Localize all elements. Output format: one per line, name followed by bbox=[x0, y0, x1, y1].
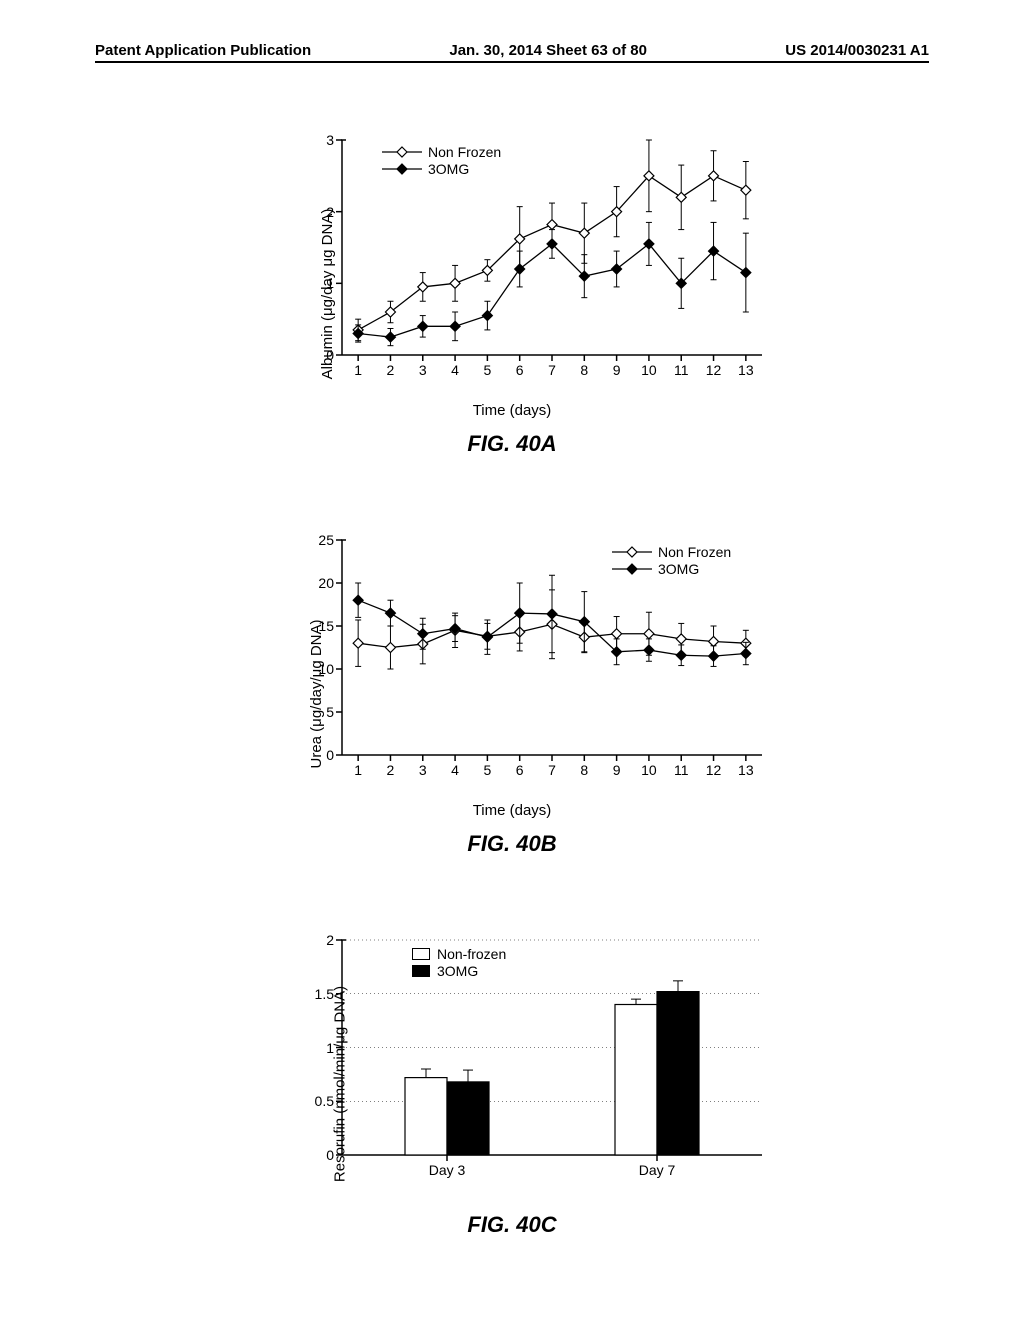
y-tick-label: 10 bbox=[306, 661, 334, 677]
y-tick-label: 0 bbox=[306, 747, 334, 763]
legend-label: Non-frozen bbox=[437, 946, 506, 962]
x-tick-label: 2 bbox=[387, 362, 395, 378]
fig-c-chart: Non-frozen3OMG 0 0.5 1 1.5 2 Day 3 Day 7 bbox=[302, 930, 782, 1200]
figure-40a: Albumin (μg/day μg DNA) Non Frozen3OMG 0… bbox=[232, 130, 792, 457]
page-header: Patent Application Publication Jan. 30, … bbox=[95, 42, 929, 63]
x-tick-label: 10 bbox=[641, 762, 657, 778]
legend-label: Non Frozen bbox=[428, 144, 501, 160]
x-tick-label: 5 bbox=[483, 362, 491, 378]
fig-c-caption: FIG. 40C bbox=[232, 1212, 792, 1238]
x-tick-label: Day 7 bbox=[639, 1162, 676, 1178]
legend-item: 3OMG bbox=[412, 963, 506, 979]
fig-b-xlabel: Time (days) bbox=[232, 802, 792, 819]
x-tick-label: 8 bbox=[580, 362, 588, 378]
x-tick-label: 8 bbox=[580, 762, 588, 778]
x-tick-label: 2 bbox=[387, 762, 395, 778]
fig-a-caption: FIG. 40A bbox=[232, 431, 792, 457]
x-tick-label: 7 bbox=[548, 762, 556, 778]
legend-swatch bbox=[612, 562, 652, 576]
legend-swatch bbox=[382, 162, 422, 176]
y-tick-label: 1 bbox=[306, 275, 334, 291]
legend-item: Non Frozen bbox=[382, 144, 501, 160]
x-tick-label: 3 bbox=[419, 362, 427, 378]
legend-swatch bbox=[412, 948, 430, 960]
x-tick-label: 1 bbox=[354, 362, 362, 378]
x-tick-label: 11 bbox=[674, 362, 689, 378]
y-tick-label: 0 bbox=[306, 1147, 334, 1163]
legend-swatch bbox=[612, 545, 652, 559]
fig-a-xlabel: Time (days) bbox=[232, 402, 792, 419]
x-tick-label: 12 bbox=[706, 362, 722, 378]
x-tick-label: 5 bbox=[483, 762, 491, 778]
x-tick-label: 4 bbox=[451, 762, 459, 778]
y-tick-label: 20 bbox=[306, 575, 334, 591]
fig-b-chart: Non Frozen3OMG 0510152025123456789101112… bbox=[302, 530, 782, 800]
y-tick-label: 25 bbox=[306, 532, 334, 548]
y-tick-label: 15 bbox=[306, 618, 334, 634]
fig-c-legend: Non-frozen3OMG bbox=[412, 946, 506, 980]
figure-40b: Urea (μg/day/μg DNA) Non Frozen3OMG 0510… bbox=[232, 530, 792, 857]
x-tick-label: 12 bbox=[706, 762, 722, 778]
legend-label: 3OMG bbox=[428, 161, 469, 177]
y-tick-label: 2 bbox=[306, 932, 334, 948]
y-tick-label: 0.5 bbox=[306, 1093, 334, 1109]
x-tick-label: 9 bbox=[613, 362, 621, 378]
x-tick-label: 9 bbox=[613, 762, 621, 778]
x-tick-label: 3 bbox=[419, 762, 427, 778]
x-tick-label: 13 bbox=[738, 762, 754, 778]
header-right: US 2014/0030231 A1 bbox=[785, 42, 929, 59]
x-tick-label: 11 bbox=[674, 762, 689, 778]
figure-40c: Resorufin (nmol/min/μg DNA) Non-frozen3O… bbox=[232, 930, 792, 1238]
legend-label: 3OMG bbox=[658, 561, 699, 577]
legend-item: Non Frozen bbox=[612, 544, 731, 560]
fig-b-legend: Non Frozen3OMG bbox=[612, 544, 731, 578]
y-tick-label: 1 bbox=[306, 1040, 334, 1056]
y-tick-label: 5 bbox=[306, 704, 334, 720]
x-tick-label: 6 bbox=[516, 762, 524, 778]
x-tick-label: 6 bbox=[516, 362, 524, 378]
fig-a-chart: Non Frozen3OMG 012312345678910111213 bbox=[302, 130, 782, 400]
x-tick-label: 13 bbox=[738, 362, 754, 378]
legend-swatch bbox=[382, 145, 422, 159]
legend-swatch bbox=[412, 965, 430, 977]
header-center: Jan. 30, 2014 Sheet 63 of 80 bbox=[449, 42, 647, 59]
x-tick-label: 1 bbox=[354, 762, 362, 778]
x-tick-label: 7 bbox=[548, 362, 556, 378]
x-tick-label: Day 3 bbox=[429, 1162, 466, 1178]
y-tick-label: 0 bbox=[306, 347, 334, 363]
legend-item: Non-frozen bbox=[412, 946, 506, 962]
legend-label: 3OMG bbox=[437, 963, 478, 979]
y-tick-label: 1.5 bbox=[306, 986, 334, 1002]
header-left: Patent Application Publication bbox=[95, 42, 311, 59]
y-tick-label: 3 bbox=[306, 132, 334, 148]
fig-b-caption: FIG. 40B bbox=[232, 831, 792, 857]
fig-c-plot bbox=[342, 940, 762, 1155]
y-tick-label: 2 bbox=[306, 204, 334, 220]
x-tick-label: 4 bbox=[451, 362, 459, 378]
legend-item: 3OMG bbox=[382, 161, 501, 177]
legend-item: 3OMG bbox=[612, 561, 731, 577]
fig-a-legend: Non Frozen3OMG bbox=[382, 144, 501, 178]
x-tick-label: 10 bbox=[641, 362, 657, 378]
legend-label: Non Frozen bbox=[658, 544, 731, 560]
